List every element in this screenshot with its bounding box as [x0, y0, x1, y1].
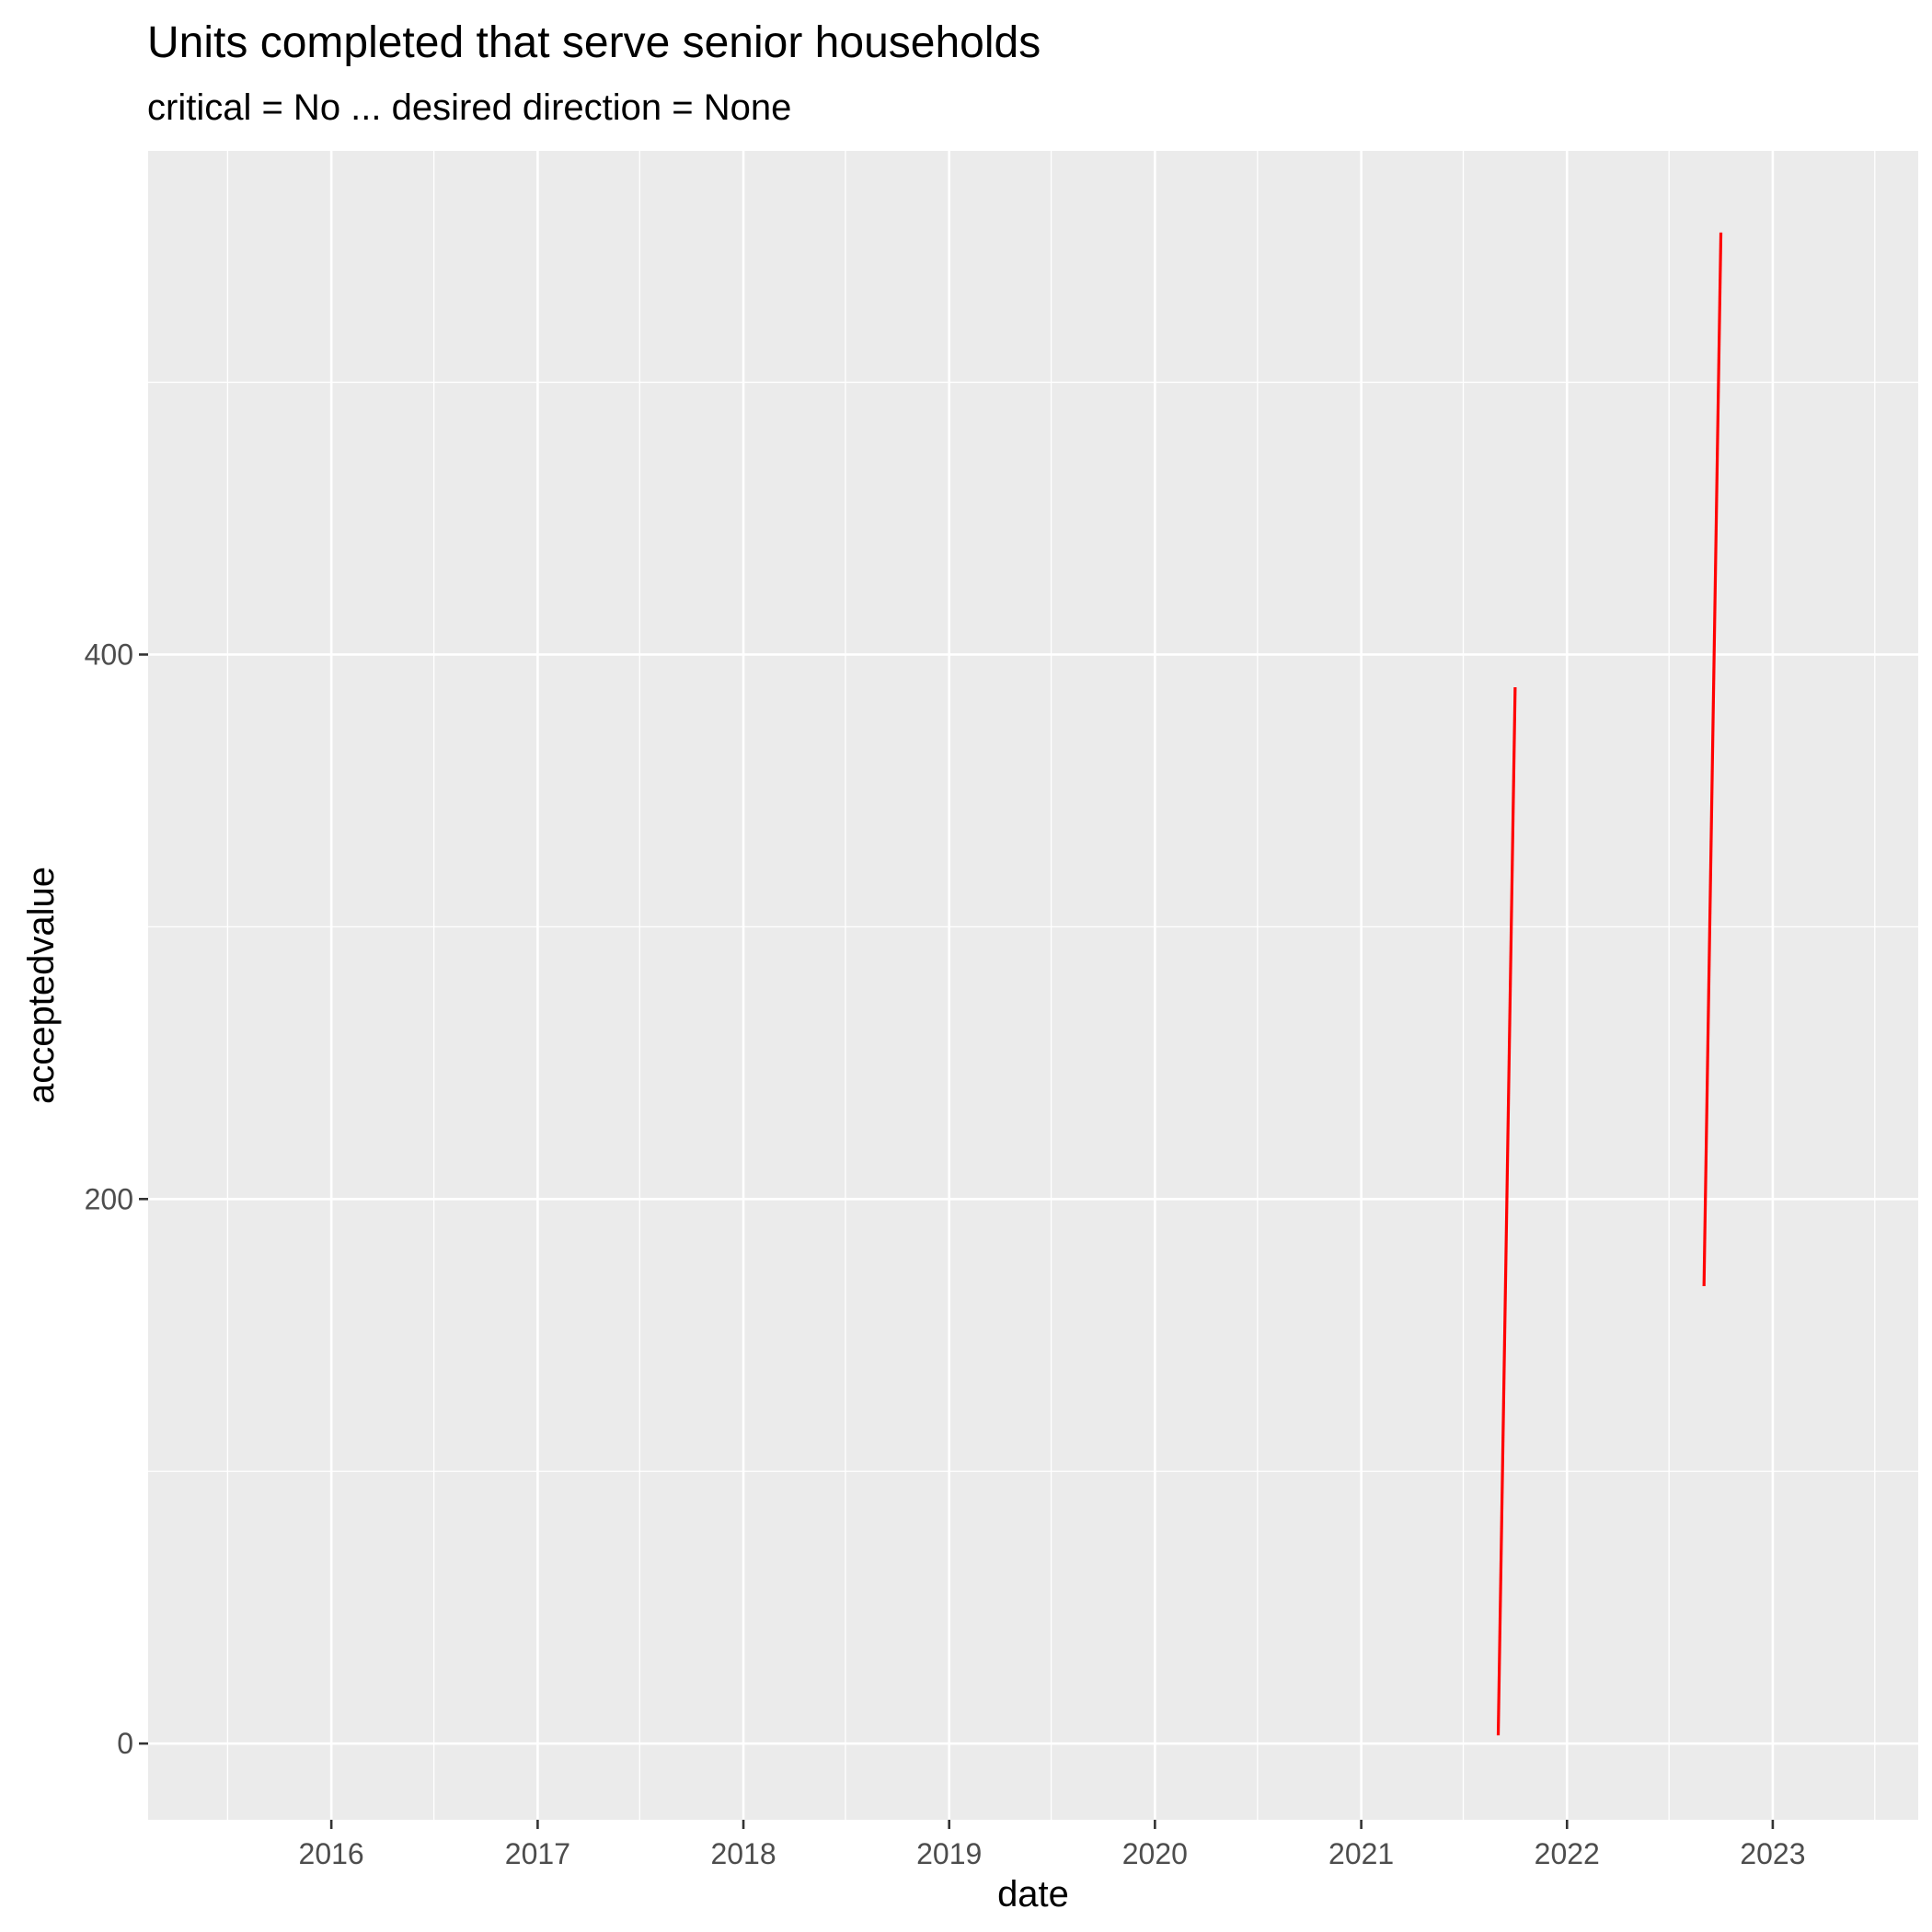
series-line — [1496, 686, 1517, 1736]
series-layer — [1496, 232, 1723, 1736]
series-line — [1702, 232, 1723, 1287]
x-tick-label: 2023 — [1740, 1837, 1805, 1870]
major-gridlines — [148, 151, 1918, 1820]
x-tick-label: 2018 — [710, 1837, 776, 1870]
y-tick-label: 400 — [85, 638, 133, 671]
chart-subtitle: critical = No ... desired direction = No… — [147, 87, 791, 128]
x-tick-label: 2022 — [1535, 1837, 1600, 1870]
x-tick-label: 2020 — [1122, 1837, 1188, 1870]
x-tick-label: 2016 — [299, 1837, 364, 1870]
chart-title: Units completed that serve senior househ… — [147, 18, 1041, 67]
y-axis-title: acceptedvalue — [21, 867, 62, 1104]
minor-gridlines — [148, 151, 1918, 1820]
x-tick-label: 2017 — [505, 1837, 570, 1870]
x-axis: 2016 2017 2018 2019 2020 2021 2022 2023 — [299, 1820, 1806, 1870]
y-axis: 0 200 400 — [85, 638, 148, 1760]
plot-panel — [148, 151, 1918, 1820]
x-tick-label: 2021 — [1328, 1837, 1394, 1870]
y-tick-label: 0 — [117, 1727, 133, 1760]
x-tick-label: 2019 — [916, 1837, 982, 1870]
y-tick-label: 200 — [85, 1182, 133, 1215]
x-axis-title: date — [997, 1874, 1069, 1915]
